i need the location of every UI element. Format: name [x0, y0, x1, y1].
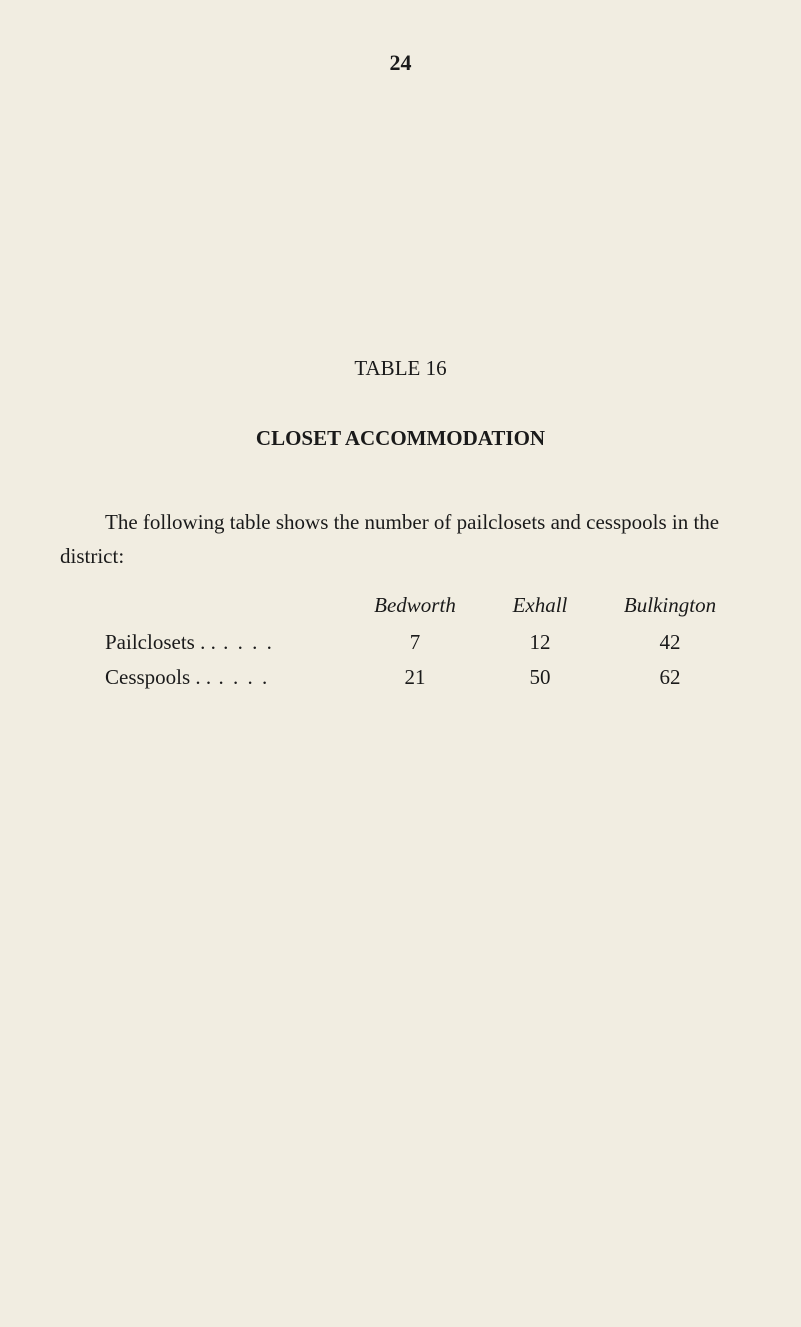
table-row: Pailclosets . . . . . . 7 12 42	[105, 630, 741, 655]
cell-cesspools-exhall: 50	[480, 665, 600, 690]
row-name: Pailclosets . .	[105, 630, 216, 654]
table-row: Cesspools . . . . . . 21 50 62	[105, 665, 741, 690]
page-number: 24	[60, 50, 741, 76]
header-spacer	[105, 593, 350, 618]
row-label-cesspools: Cesspools . . . . . .	[105, 665, 350, 690]
cell-pailclosets-exhall: 12	[480, 630, 600, 655]
cell-pailclosets-bulkington: 42	[600, 630, 740, 655]
section-title: CLOSET ACCOMMODATION	[60, 426, 741, 451]
column-header-bedworth: Bedworth	[350, 593, 480, 618]
data-table: Bedworth Exhall Bulkington Pailclosets .…	[105, 593, 741, 690]
cell-pailclosets-bedworth: 7	[350, 630, 480, 655]
intro-paragraph: The following table shows the number of …	[60, 506, 741, 573]
column-header-bulkington: Bulkington	[600, 593, 740, 618]
cell-cesspools-bulkington: 62	[600, 665, 740, 690]
table-label: TABLE 16	[60, 356, 741, 381]
row-label-pailclosets: Pailclosets . . . . . .	[105, 630, 350, 655]
row-name: Cesspools . .	[105, 665, 211, 689]
leader-dots: . . . .	[216, 630, 274, 654]
leader-dots: . . . .	[211, 665, 269, 689]
cell-cesspools-bedworth: 21	[350, 665, 480, 690]
table-header-row: Bedworth Exhall Bulkington	[105, 593, 741, 618]
column-header-exhall: Exhall	[480, 593, 600, 618]
